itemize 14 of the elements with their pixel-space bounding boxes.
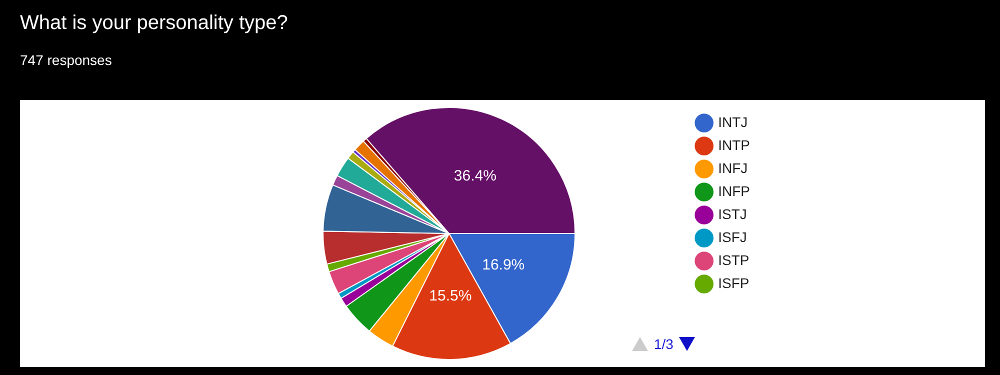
legend-label: INTJ bbox=[718, 114, 748, 130]
legend-label: INFJ bbox=[718, 160, 748, 176]
legend-label: ISTJ bbox=[718, 206, 747, 222]
legend-label: ISTP bbox=[718, 252, 750, 268]
text: What is your personality type? bbox=[20, 12, 288, 35]
data-label: 16.9% bbox=[482, 256, 525, 274]
legend-label: ISFP bbox=[718, 274, 750, 291]
legend-label: INTP bbox=[718, 136, 750, 153]
text: 747 responses bbox=[20, 52, 112, 68]
text: 1/3 bbox=[654, 336, 674, 352]
legend-label: INFP bbox=[718, 182, 750, 199]
data-label: 36.4% bbox=[454, 167, 496, 184]
data-label: 15.5% bbox=[429, 288, 472, 305]
legend-label: ISFJ bbox=[718, 228, 747, 245]
